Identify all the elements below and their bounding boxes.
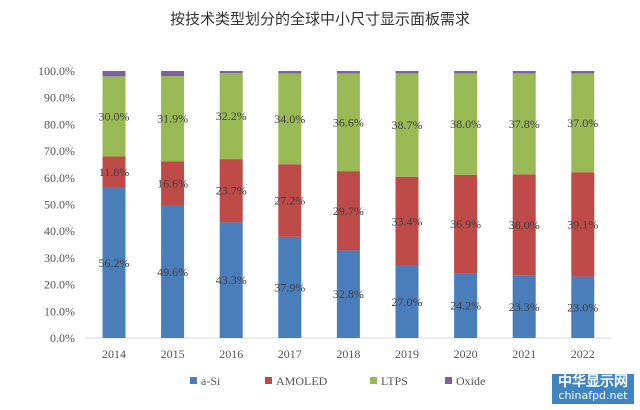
x-tick-label: 2018 (336, 347, 360, 361)
data-label: 34.0% (274, 112, 305, 126)
data-label: 23.3% (509, 300, 540, 314)
bar-segment-amoled (571, 172, 595, 277)
data-label: 37.9% (274, 280, 305, 294)
bar-segment-amoled (161, 161, 185, 206)
data-label: 23.0% (567, 300, 598, 314)
data-label: 43.3% (216, 273, 247, 287)
bar-segment-a-si (219, 222, 243, 338)
data-label: 38.7% (392, 118, 423, 132)
bar-segment-a-si (102, 187, 126, 338)
data-label: 32.2% (216, 109, 247, 123)
bar-segment-a-si (395, 265, 419, 338)
x-tick-label: 2021 (512, 347, 536, 361)
bar-segment-amoled (219, 159, 243, 223)
x-tick-label: 2022 (571, 347, 595, 361)
watermark-logo: 中华显示网 chinafpd.net (552, 374, 634, 404)
data-label: 23.7% (216, 184, 247, 198)
bar-segment-a-si (512, 275, 536, 338)
data-label: 31.9% (157, 112, 188, 126)
bar-segment-ltps (395, 73, 419, 177)
bar-segment-oxide (219, 71, 243, 74)
bar-segment-oxide (454, 71, 478, 74)
bar-segment-ltps (219, 73, 243, 160)
bar-segment-ltps (336, 73, 360, 172)
legend-swatch (265, 377, 272, 384)
x-tick-label: 2019 (395, 347, 419, 361)
bar-segment-a-si (278, 236, 302, 338)
bar-segment-ltps (571, 73, 595, 173)
bar-segment-amoled (336, 171, 360, 251)
bar-segment-ltps (278, 73, 302, 165)
legend-label: LTPS (381, 374, 408, 388)
bar-segment-a-si (454, 273, 478, 338)
bar-segment-amoled (278, 164, 302, 237)
bar-segment-oxide (336, 71, 360, 74)
bar-segment-a-si (161, 205, 185, 338)
bar-segment-oxide (278, 71, 302, 74)
y-tick-label: 90.0% (44, 91, 75, 105)
y-tick-label: 40.0% (44, 224, 75, 238)
bar-segment-ltps (102, 76, 126, 157)
bar-segment-a-si (336, 250, 360, 338)
bar-segment-oxide (512, 71, 536, 74)
bar-segment-a-si (571, 276, 595, 338)
data-label: 16.6% (157, 176, 188, 190)
x-tick-label: 2015 (161, 347, 185, 361)
bar-segment-amoled (454, 174, 478, 274)
y-tick-label: 100.0% (38, 64, 75, 78)
y-tick-label: 80.0% (44, 117, 75, 131)
legend-swatch (370, 377, 377, 384)
data-label: 33.4% (392, 214, 423, 228)
data-label: 38.0% (450, 117, 481, 131)
bar-segment-ltps (454, 73, 478, 175)
y-tick-label: 60.0% (44, 171, 75, 185)
y-tick-label: 30.0% (44, 251, 75, 265)
legend-swatch (190, 377, 197, 384)
data-label: 11.8% (99, 165, 130, 179)
legend-label: AMOLED (276, 374, 328, 388)
data-label: 36.6% (333, 115, 364, 129)
data-label: 37.0% (567, 116, 598, 130)
y-tick-label: 70.0% (44, 144, 75, 158)
y-tick-label: 20.0% (44, 278, 75, 292)
bar-segment-oxide (395, 71, 419, 74)
data-label: 56.2% (99, 256, 130, 270)
bar-segment-oxide (161, 71, 185, 77)
data-label: 38.0% (509, 218, 540, 232)
data-label: 27.0% (392, 295, 423, 309)
data-label: 29.7% (333, 204, 364, 218)
x-tick-label: 2014 (102, 347, 126, 361)
data-label: 32.8% (333, 287, 364, 301)
y-tick-label: 10.0% (44, 304, 75, 318)
x-tick-label: 2016 (219, 347, 243, 361)
bar-segment-ltps (161, 76, 185, 162)
data-label: 39.1% (567, 217, 598, 231)
bar-segment-ltps (512, 73, 536, 175)
chart-title: 按技术类型划分的全球中小尺寸显示面板需求 (169, 10, 470, 28)
bar-segment-amoled (102, 156, 126, 188)
y-tick-label: 0.0% (50, 331, 75, 345)
bar-segment-oxide (102, 71, 126, 77)
legend-swatch (445, 377, 452, 384)
bar-segment-amoled (395, 176, 419, 266)
legend-label: a-Si (201, 374, 221, 388)
data-label: 36.9% (450, 217, 481, 231)
y-tick-label: 50.0% (44, 198, 75, 212)
data-label: 37.8% (509, 117, 540, 131)
bar-segment-oxide (571, 71, 595, 74)
bar-segment-amoled (512, 174, 536, 276)
data-label: 24.2% (450, 299, 481, 313)
legend-label: Oxide (456, 374, 485, 388)
x-tick-label: 2020 (454, 347, 478, 361)
x-tick-label: 2017 (278, 347, 302, 361)
data-label: 30.0% (99, 109, 130, 123)
data-label: 49.6% (157, 265, 188, 279)
data-label: 27.2% (274, 193, 305, 207)
